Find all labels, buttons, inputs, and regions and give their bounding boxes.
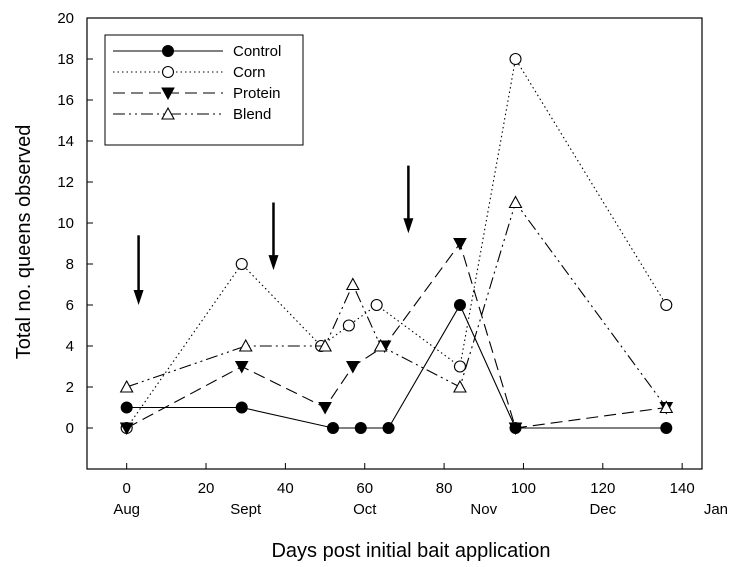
x-tick-label: 20 bbox=[198, 480, 215, 497]
marker-point bbox=[342, 319, 355, 332]
y-tick-label: 6 bbox=[66, 297, 74, 314]
month-label: Aug bbox=[113, 501, 140, 518]
marker-point bbox=[119, 422, 134, 436]
x-tick-label: 120 bbox=[590, 480, 615, 497]
y-tick-label: 0 bbox=[66, 420, 74, 437]
marker-point bbox=[508, 422, 523, 436]
marker-point bbox=[382, 422, 395, 434]
x-tick-label: 140 bbox=[670, 480, 695, 497]
plot-area: 0 2 4 6 8 10 12 14 16 18 20 0 20 40 60 80 100 120 140 Aug Se… bbox=[57, 10, 728, 518]
series-line bbox=[126, 57, 667, 429]
marker-point bbox=[234, 361, 249, 374]
marker-point bbox=[120, 401, 133, 414]
marker-point bbox=[235, 257, 248, 271]
month-label: Sept bbox=[230, 501, 262, 518]
series-blend bbox=[119, 195, 674, 414]
marker-point bbox=[161, 65, 175, 79]
series-control bbox=[120, 299, 673, 434]
bait-arrow bbox=[403, 165, 414, 234]
y-axis-label: Total no. queens observed bbox=[13, 125, 35, 360]
x-tick-label: 60 bbox=[356, 480, 373, 497]
marker-point bbox=[161, 87, 175, 101]
marker-point bbox=[238, 338, 253, 352]
legend-label: Control bbox=[233, 43, 281, 60]
bait-arrow-head bbox=[268, 255, 279, 271]
marker-point bbox=[119, 379, 134, 393]
marker-point bbox=[373, 338, 388, 352]
y-tick-label: 20 bbox=[57, 10, 74, 27]
y-tick-label: 10 bbox=[57, 215, 74, 232]
y-axis-label-group: Total no. queens observed bbox=[13, 125, 35, 360]
marker-point bbox=[508, 195, 523, 209]
marker-point bbox=[453, 379, 467, 393]
marker-point bbox=[354, 422, 367, 434]
legend-item: Corn bbox=[113, 64, 266, 81]
legend-item: Protein bbox=[113, 85, 281, 102]
series-line bbox=[126, 201, 667, 408]
marker-point bbox=[453, 299, 466, 311]
bait-arrow-head bbox=[133, 290, 144, 305]
month-label: Jan bbox=[704, 501, 728, 518]
x-tick-label: 40 bbox=[277, 480, 294, 497]
month-label: Dec bbox=[589, 501, 616, 518]
marker-point bbox=[162, 45, 174, 57]
series-line bbox=[126, 303, 667, 429]
marker-point bbox=[453, 360, 467, 373]
marker-point bbox=[345, 361, 360, 374]
bait-arrow bbox=[268, 202, 279, 271]
marker-point bbox=[660, 298, 673, 312]
marker-point bbox=[509, 52, 522, 66]
marker-point bbox=[345, 277, 360, 291]
bait-arrow-head bbox=[403, 218, 414, 234]
legend-label: Protein bbox=[233, 85, 281, 102]
marker-point bbox=[370, 298, 383, 312]
marker-point bbox=[453, 238, 467, 251]
y-tick-label: 18 bbox=[57, 51, 74, 68]
series-line bbox=[126, 242, 667, 429]
marker-point bbox=[659, 400, 674, 414]
y-tick-label: 12 bbox=[57, 174, 74, 191]
marker-point bbox=[660, 422, 673, 434]
month-label: Nov bbox=[470, 501, 497, 518]
y-tick-label: 14 bbox=[57, 133, 74, 150]
marker-point bbox=[327, 422, 339, 434]
month-label: Oct bbox=[353, 501, 377, 518]
legend: Control Corn Protein Blend bbox=[104, 34, 304, 146]
x-tick-label: 0 bbox=[123, 480, 131, 497]
y-tick-label: 16 bbox=[57, 92, 74, 109]
marker-point bbox=[235, 401, 248, 414]
legend-label: Corn bbox=[233, 64, 266, 81]
y-tick-label: 4 bbox=[66, 338, 74, 355]
x-axis-label: Days post initial bait application bbox=[271, 540, 550, 562]
marker-point bbox=[161, 106, 175, 120]
marker-point bbox=[318, 338, 332, 352]
x-tick-label: 100 bbox=[511, 480, 536, 497]
legend-box bbox=[104, 34, 304, 146]
plot-frame bbox=[86, 17, 703, 470]
series-protein bbox=[119, 238, 674, 436]
x-tick-label: 80 bbox=[436, 480, 453, 497]
legend-item: Blend bbox=[113, 106, 271, 123]
bait-arrow bbox=[133, 235, 144, 305]
legend-label: Blend bbox=[233, 106, 271, 123]
y-tick-label: 8 bbox=[66, 256, 74, 273]
legend-item: Control bbox=[113, 43, 281, 60]
y-tick-label: 2 bbox=[66, 379, 74, 396]
marker-point bbox=[318, 402, 332, 415]
